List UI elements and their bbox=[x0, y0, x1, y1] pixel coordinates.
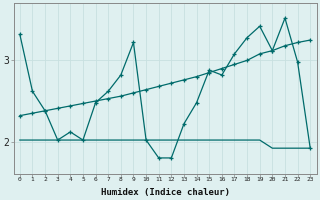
X-axis label: Humidex (Indice chaleur): Humidex (Indice chaleur) bbox=[100, 188, 229, 197]
